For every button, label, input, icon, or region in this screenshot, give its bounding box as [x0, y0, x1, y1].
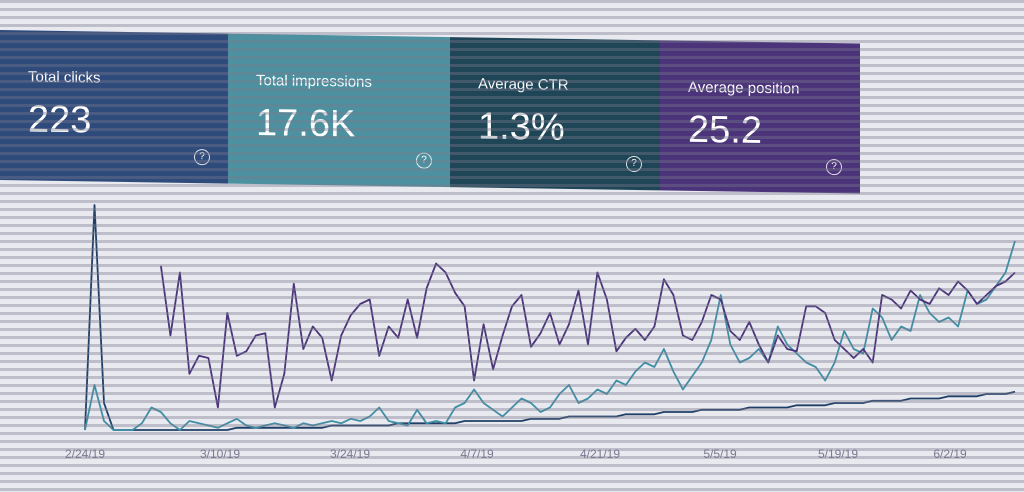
x-tick-label: 5/19/19 [818, 447, 858, 461]
total-impressions-label: Total impressions [256, 72, 372, 91]
x-tick-label: 4/7/19 [460, 447, 494, 461]
x-tick-label: 3/24/19 [330, 447, 370, 461]
total-clicks-value: 223 [28, 98, 92, 142]
help-icon[interactable]: ? [626, 155, 642, 173]
average-ctr-label: Average CTR [478, 75, 569, 94]
total-impressions-value: 17.6K [256, 102, 356, 146]
help-icon[interactable]: ? [826, 158, 842, 176]
help-icon[interactable]: ? [416, 152, 432, 169]
x-tick-label: 3/10/19 [200, 447, 240, 461]
average-position-value: 25.2 [688, 108, 762, 152]
x-tick-label: 2/24/19 [65, 447, 105, 461]
help-icon[interactable]: ? [194, 149, 210, 166]
average-position-card[interactable]: Average position 25.2 ? [660, 40, 860, 194]
average-position-label: Average position [688, 78, 800, 98]
x-tick-label: 5/5/19 [703, 447, 737, 461]
total-impressions-card[interactable]: Total impressions 17.6K ? [228, 33, 450, 188]
performance-chart: 2/24/19 3/10/19 3/24/19 4/7/19 4/21/19 5/5/19… [0, 195, 1024, 475]
average-ctr-value: 1.3% [478, 105, 565, 149]
x-tick-label: 6/2/19 [933, 447, 967, 461]
x-tick-label: 4/21/19 [580, 447, 620, 461]
series-line-0 [84, 204, 1016, 431]
total-clicks-label: Total clicks [28, 68, 101, 87]
series-line-2 [160, 262, 1016, 409]
total-clicks-card[interactable]: Total clicks 223 ? [0, 30, 228, 184]
average-ctr-card[interactable]: Average CTR 1.3% ? [450, 37, 660, 191]
performance-chart-svg: 2/24/19 3/10/19 3/24/19 4/7/19 4/21/19 5/5/19… [65, 204, 1016, 461]
metrics-summary: Total clicks 223 ? Total impressions 17.… [0, 30, 860, 194]
